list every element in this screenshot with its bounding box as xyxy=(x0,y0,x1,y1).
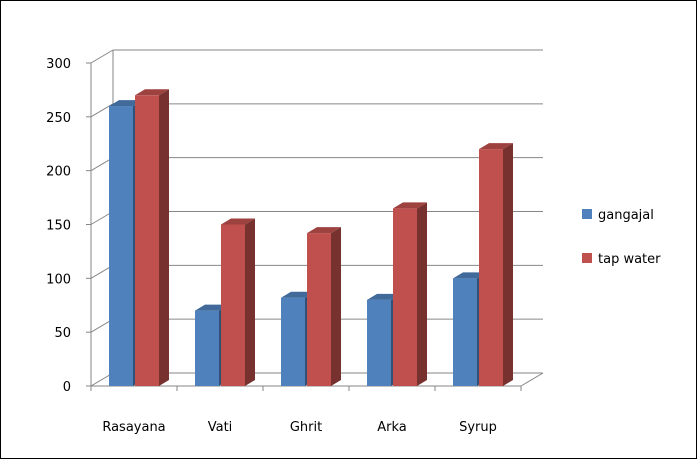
bar-side xyxy=(331,227,341,386)
x-tick-label: Rasayana xyxy=(102,420,165,435)
bar-front xyxy=(195,310,219,386)
bars xyxy=(109,89,513,387)
bar-top xyxy=(281,291,315,298)
bar-top xyxy=(221,218,255,225)
bar-top xyxy=(479,143,513,150)
y-tick-label: 200 xyxy=(46,165,71,180)
legend-swatch xyxy=(582,209,592,219)
bar-front xyxy=(109,106,133,387)
x-tick-label: Ghrit xyxy=(290,420,322,435)
bar-side xyxy=(503,143,513,386)
x-tick-label: Syrup xyxy=(459,420,497,435)
legend-swatch xyxy=(582,253,592,263)
bar xyxy=(221,218,255,386)
x-axis-categories: Rasayana Vati Ghrit Arka Syrup xyxy=(102,420,497,435)
y-tick-label: 0 xyxy=(63,380,71,395)
bar-side xyxy=(159,89,169,387)
bar-top xyxy=(109,100,143,107)
bar xyxy=(135,89,169,387)
y-tick-label: 300 xyxy=(46,57,71,72)
bar-side xyxy=(245,218,255,386)
bar-top xyxy=(135,89,169,96)
bar-front xyxy=(307,233,331,386)
bar xyxy=(479,143,513,386)
bar-front xyxy=(453,278,477,386)
bar-front xyxy=(281,297,305,386)
bar-front xyxy=(367,299,391,386)
bar-top xyxy=(367,293,401,300)
y-tick-label: 250 xyxy=(46,111,71,126)
legend-item: gangajal xyxy=(582,208,654,223)
gridline-side xyxy=(90,49,114,64)
bar-top xyxy=(307,227,341,234)
bar-front xyxy=(135,95,159,387)
y-axis-ticks: 0 50 100 150 200 250 300 xyxy=(46,57,71,395)
legend-item: tap water xyxy=(582,252,661,267)
x-tick-label: Vati xyxy=(208,420,233,435)
legend-label: tap water xyxy=(598,252,661,267)
floor-edge-right xyxy=(520,372,544,387)
legend-label: gangajal xyxy=(598,208,654,223)
legend: gangajal tap water xyxy=(582,208,661,267)
bar xyxy=(393,202,427,386)
y-tick-label: 100 xyxy=(46,272,71,287)
bar-top xyxy=(195,304,229,311)
bar xyxy=(307,227,341,386)
y-tick-label: 50 xyxy=(54,326,71,341)
bar-side xyxy=(417,202,427,386)
bar-top xyxy=(393,202,427,209)
x-tick-label: Arka xyxy=(377,420,407,435)
bar-front xyxy=(221,224,245,386)
y-tick-label: 150 xyxy=(46,219,71,234)
bar-front xyxy=(393,208,417,386)
bar-front xyxy=(479,149,503,386)
bar-top xyxy=(453,272,487,279)
